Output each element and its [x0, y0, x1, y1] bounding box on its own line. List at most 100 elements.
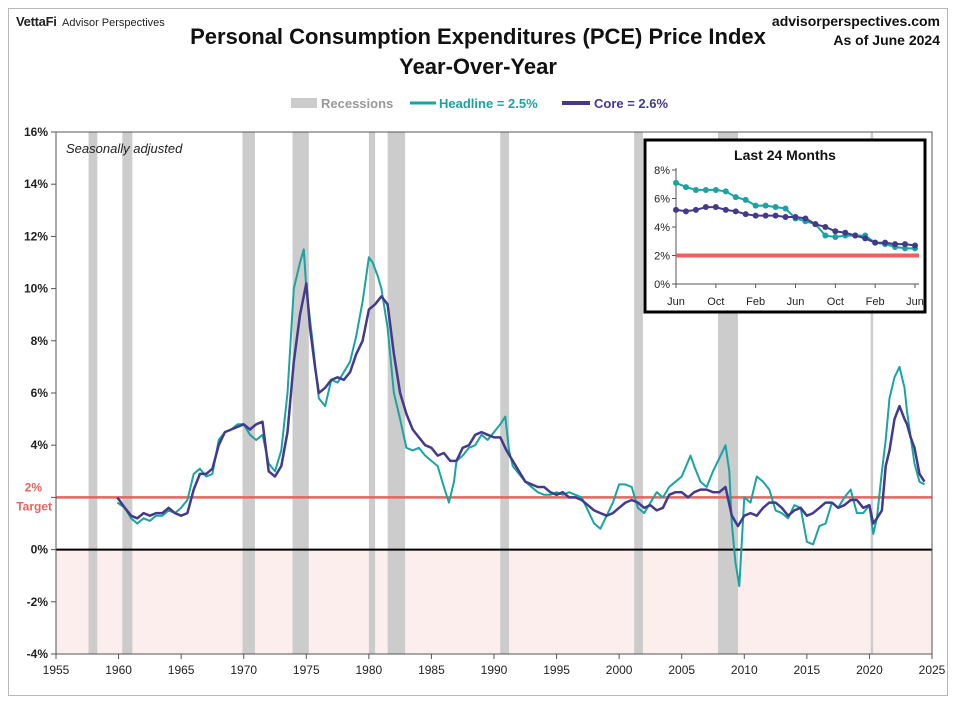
site-info: advisorperspectives.com As of June 2024 — [772, 12, 940, 50]
legend-recessions-swatch — [291, 98, 317, 108]
site-url: advisorperspectives.com — [771, 13, 940, 29]
inset-point-core — [772, 212, 779, 219]
brand-logo: VettaFi Advisor Perspectives — [16, 14, 165, 29]
inset-points — [673, 179, 918, 252]
inset-y-axis: 8% 6% 4% 2% 0% — [654, 165, 677, 291]
x-tick-label: 1960 — [105, 663, 132, 677]
y-tick-label: 10% — [24, 282, 48, 296]
recession-band-9 — [870, 132, 874, 654]
inset-point-headline — [902, 245, 909, 252]
legend-headline-label: Headline = 2.5% — [439, 96, 538, 111]
inset-point-core — [882, 239, 889, 246]
target-value-label: 2% — [25, 480, 43, 494]
inset-x-tick-label: Jun — [667, 296, 685, 308]
x-tick-label: 2015 — [794, 663, 821, 677]
inset-point-headline — [732, 194, 739, 201]
plot-border — [55, 131, 933, 655]
y-tick-label: -2% — [27, 595, 49, 609]
x-tick-label: 1985 — [418, 663, 445, 677]
inset-x-tick-label: Oct — [827, 296, 844, 308]
inset-point-core — [832, 228, 839, 235]
inset-point-core — [673, 206, 679, 213]
as-of-date: As of June 2024 — [833, 32, 940, 48]
inset-point-headline — [752, 202, 759, 209]
recession-band-0 — [88, 132, 98, 654]
series-line-core — [116, 282, 926, 528]
x-tick-label: 1990 — [481, 663, 508, 677]
title-line-2: Year-Over-Year — [399, 54, 557, 79]
inset-point-headline — [762, 202, 769, 209]
inset-point-headline — [822, 232, 829, 239]
inset-point-core — [682, 208, 689, 215]
inset-y-tick-label: 0% — [654, 279, 670, 291]
legend: Recessions Headline = 2.5% Core = 2.6% — [291, 96, 669, 111]
legend-core-label: Core = 2.6% — [594, 96, 669, 111]
recession-band-4 — [368, 132, 376, 654]
inset-point-core — [812, 221, 819, 228]
inset-x-tick-label: Oct — [707, 296, 724, 308]
y-tick-label: 16% — [24, 125, 48, 139]
inset-point-headline — [702, 186, 709, 193]
inset-point-core — [842, 229, 849, 236]
x-tick-label: 2010 — [731, 663, 758, 677]
brand-name: VettaFi — [16, 14, 57, 29]
inset-point-core — [822, 224, 829, 230]
inset-point-core — [752, 212, 759, 219]
inset-point-headline — [692, 186, 699, 193]
y-tick-label: -4% — [27, 647, 49, 661]
x-tick-label: 1980 — [356, 663, 383, 677]
inset-y-tick-label: 2% — [654, 251, 670, 263]
y-tick-label: 6% — [31, 386, 49, 400]
x-tick-label: 1970 — [230, 663, 257, 677]
inset-chart: Last 24 Months 8% 6% 4% 2% 0% Jun Oct Feb Jun Oc… — [643, 138, 927, 314]
y-tick-label: 8% — [31, 334, 49, 348]
page-title: Personal Consumption Expenditures (PCE) … — [0, 22, 956, 82]
recession-band-5 — [387, 132, 406, 654]
inset-point-core — [762, 212, 769, 219]
inset-point-core — [702, 204, 709, 211]
inset-point-headline — [682, 184, 689, 191]
x-tick-label: 1965 — [168, 663, 195, 677]
inset-point-core — [852, 232, 859, 239]
inset-point-headline — [742, 196, 749, 203]
recession-band-3 — [292, 132, 309, 654]
y-tick-label: 14% — [24, 177, 48, 191]
inset-x-tick-label: Feb — [866, 296, 885, 308]
y-tick-label: 12% — [24, 229, 48, 243]
inset-point-core — [872, 239, 879, 246]
annotation-seasonally-adjusted: Seasonally adjusted — [66, 141, 183, 156]
chart-frame — [8, 8, 948, 696]
inset-point-headline — [722, 188, 729, 195]
x-tick-label: 1955 — [43, 663, 70, 677]
y-tick-label: 0% — [31, 543, 49, 557]
inset-point-core — [792, 214, 799, 221]
inset-point-core — [722, 206, 729, 213]
inset-point-core — [892, 241, 899, 248]
inset-point-core — [862, 235, 869, 242]
x-tick-label: 2000 — [606, 663, 633, 677]
inset-title: Last 24 Months — [734, 147, 836, 163]
recession-band-7 — [634, 132, 643, 654]
negative-zone — [56, 549, 932, 654]
inset-point-headline — [832, 233, 839, 240]
x-tick-label: 1975 — [293, 663, 320, 677]
x-tick-label: 2005 — [668, 663, 695, 677]
x-tick-label: 2025 — [919, 663, 946, 677]
y-tick-label: 4% — [31, 438, 49, 452]
recession-band-6 — [500, 132, 510, 654]
inset-point-core — [692, 206, 699, 213]
inset-point-core — [902, 241, 909, 248]
recession-band-2 — [242, 132, 255, 654]
inset-x-tick-label: Jun — [787, 296, 805, 308]
inset-point-core — [742, 211, 749, 218]
inset-point-headline — [772, 204, 779, 211]
inset-point-core — [712, 204, 719, 211]
target-text-label: Target — [16, 499, 52, 513]
x-axis: 1955 1960 1965 1970 1975 1980 1985 1990 1995 2000… — [43, 654, 946, 677]
inset-point-headline — [712, 186, 719, 193]
inset-point-headline — [673, 179, 679, 186]
title-line-1: Personal Consumption Expenditures (PCE) … — [190, 24, 766, 49]
recession-band-1 — [122, 132, 133, 654]
legend-recessions-label: Recessions — [321, 96, 393, 111]
